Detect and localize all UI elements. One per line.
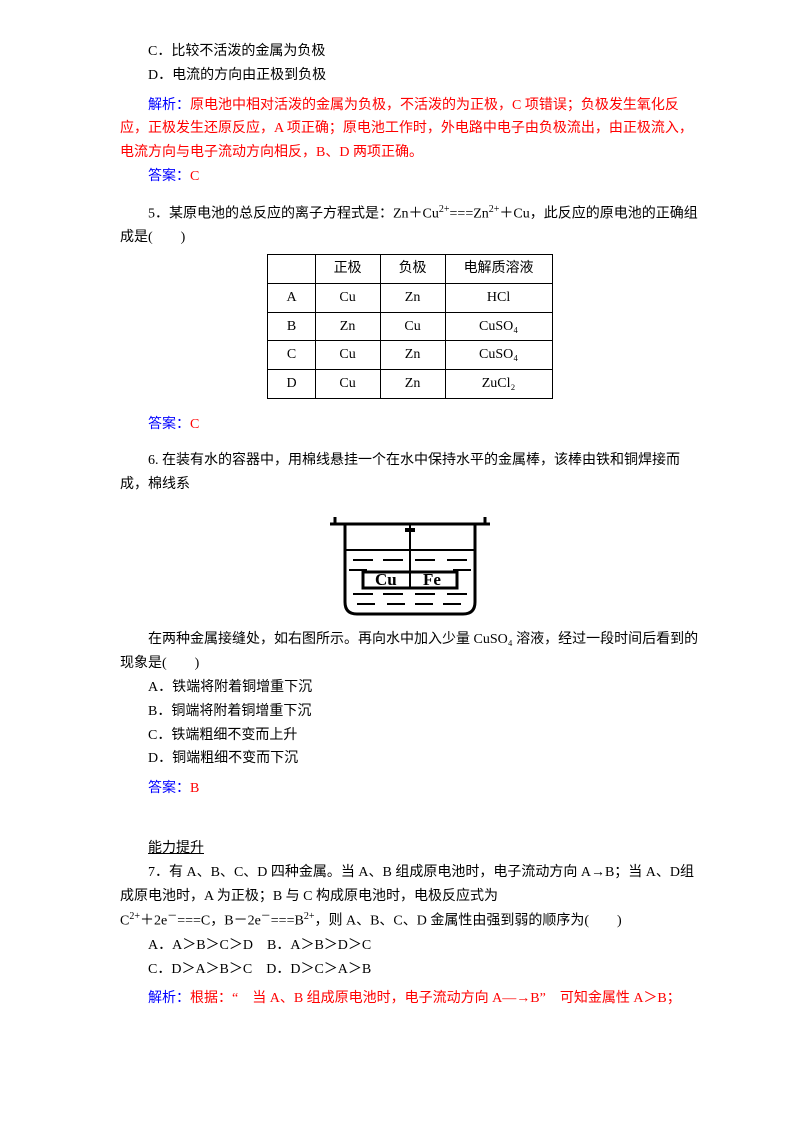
t: ＋2e <box>140 914 167 929</box>
daan-label: 答案： <box>148 169 190 184</box>
q6-stem1: 6. 在装有水的容器中，用棉线悬挂一个在水中保持水平的金属棒，该棒由铁和铜焊接而… <box>120 449 700 497</box>
t: ，则 A、B、C、D 金属性由强到弱的顺序为( ) <box>314 914 621 929</box>
cell: CuSO₄ <box>445 312 552 341</box>
daan-value: C <box>190 417 199 432</box>
cell: Cu <box>315 341 380 370</box>
q6-option-a: A．铁端将附着铜增重下沉 <box>120 676 700 700</box>
q5-options-table: 正极 负极 电解质溶液 A Cu Zn HCl B Zn Cu CuSO₄ C … <box>267 254 552 399</box>
th-neg: 负极 <box>380 255 445 284</box>
jiexi-text: 根据：“ 当 A、B 组成原电池时，电子流动方向 A—→B” 可知金属性 A＞B… <box>190 991 681 1006</box>
t: C <box>120 914 129 929</box>
table-row: A Cu Zn HCl <box>268 283 552 312</box>
q4-option-c: C．比较不活泼的金属为负极 <box>120 40 700 64</box>
q5-stem-b: ===Zn <box>450 206 489 221</box>
table-row: B Zn Cu CuSO₄ <box>268 312 552 341</box>
th-pos: 正极 <box>315 255 380 284</box>
diagram-label-cu: Cu <box>375 570 397 589</box>
table-row: D Cu Zn ZuCl₂ <box>268 370 552 399</box>
q7-option-a: A．A＞B＞C＞D <box>148 938 253 953</box>
cell: D <box>268 370 315 399</box>
q5-stem: 5．某原电池的总反应的离子方程式是：Zn＋Cu2+===Zn2+＋Cu，此反应的… <box>120 201 700 250</box>
q6-option-b: B．铜端将附着铜增重下沉 <box>120 700 700 724</box>
q4-explanation: 解析：原电池中相对活泼的金属为负极，不活泼的为正极，C 项错误；负极发生氧化反应… <box>120 94 700 165</box>
th-electrolyte: 电解质溶液 <box>445 255 552 284</box>
cell: Cu <box>315 283 380 312</box>
q7-line2: C2+＋2e－===C，B－2e－===B2+，则 A、B、C、D 金属性由强到… <box>120 908 700 933</box>
q5-stem-a: 5．某原电池的总反应的离子方程式是：Zn＋Cu <box>148 206 439 221</box>
daan-label: 答案： <box>148 417 190 432</box>
cell: A <box>268 283 315 312</box>
th-blank <box>268 255 315 284</box>
q6-stem2: 在两种金属接缝处，如右图所示。再向水中加入少量 CuSO₄ 溶液，经过一段时间后… <box>120 628 700 676</box>
cell: Cu <box>315 370 380 399</box>
q7-option-b: B．A＞B＞D＞C <box>267 938 371 953</box>
q5-answer: 答案：C <box>120 413 700 437</box>
jiexi-label: 解析： <box>148 991 190 1006</box>
cell: HCl <box>445 283 552 312</box>
q6-option-c: C．铁端粗细不变而上升 <box>120 724 700 748</box>
jiexi-label: 解析： <box>148 98 190 113</box>
cell: C <box>268 341 315 370</box>
cell: Zn <box>315 312 380 341</box>
daan-value: C <box>190 169 199 184</box>
q7-option-d: D．D＞C＞A＞B <box>266 962 371 977</box>
diagram-label-fe: Fe <box>423 570 441 589</box>
jiexi-text: 原电池中相对活泼的金属为负极，不活泼的为正极，C 项错误；负极发生氧化反应，正极… <box>120 98 693 161</box>
q4-option-d: D．电流的方向由正极到负极 <box>120 64 700 88</box>
section-title: 能力提升 <box>120 837 700 861</box>
daan-value: B <box>190 781 199 796</box>
q7-option-c: C．D＞A＞B＞C <box>148 962 252 977</box>
q6-answer: 答案：B <box>120 777 700 801</box>
t: ===C，B－2e <box>177 914 261 929</box>
beaker-diagram: Cu Fe <box>315 502 505 622</box>
table-header-row: 正极 负极 电解质溶液 <box>268 255 552 284</box>
table-row: C Cu Zn CuSO₄ <box>268 341 552 370</box>
daan-label: 答案： <box>148 781 190 796</box>
cell: ZuCl₂ <box>445 370 552 399</box>
q7-line1: 7．有 A、B、C、D 四种金属。当 A、B 组成原电池时，电子流动方向 A→B… <box>120 861 700 909</box>
t: ===B <box>271 914 304 929</box>
q7-options-row2: C．D＞A＞B＞C D．D＞C＞A＞B <box>120 958 700 982</box>
q4-answer: 答案：C <box>120 165 700 189</box>
cell: Cu <box>380 312 445 341</box>
q6-option-d: D．铜端粗细不变而下沉 <box>120 747 700 771</box>
q7-options-row1: A．A＞B＞C＞D B．A＞B＞D＞C <box>120 934 700 958</box>
cell: B <box>268 312 315 341</box>
cell: Zn <box>380 370 445 399</box>
cell: Zn <box>380 283 445 312</box>
q7-explanation: 解析：根据：“ 当 A、B 组成原电池时，电子流动方向 A—→B” 可知金属性 … <box>120 987 700 1011</box>
document-page: C．比较不活泼的金属为负极 D．电流的方向由正极到负极 解析：原电池中相对活泼的… <box>0 0 800 1132</box>
cell: CuSO₄ <box>445 341 552 370</box>
cell: Zn <box>380 341 445 370</box>
